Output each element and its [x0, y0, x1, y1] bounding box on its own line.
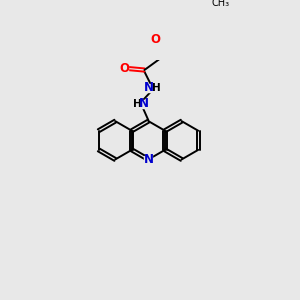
Bar [121, 65, 128, 72]
Bar [144, 156, 152, 163]
Text: N: N [139, 97, 148, 110]
Text: CH₃: CH₃ [212, 0, 230, 8]
Text: O: O [119, 62, 129, 75]
Text: N: N [144, 81, 154, 94]
Bar [146, 84, 159, 92]
Bar [136, 100, 148, 108]
Bar [152, 37, 160, 43]
Text: N: N [143, 153, 153, 166]
Text: H: H [152, 82, 161, 93]
Text: H: H [133, 99, 142, 109]
Text: O: O [151, 33, 160, 46]
